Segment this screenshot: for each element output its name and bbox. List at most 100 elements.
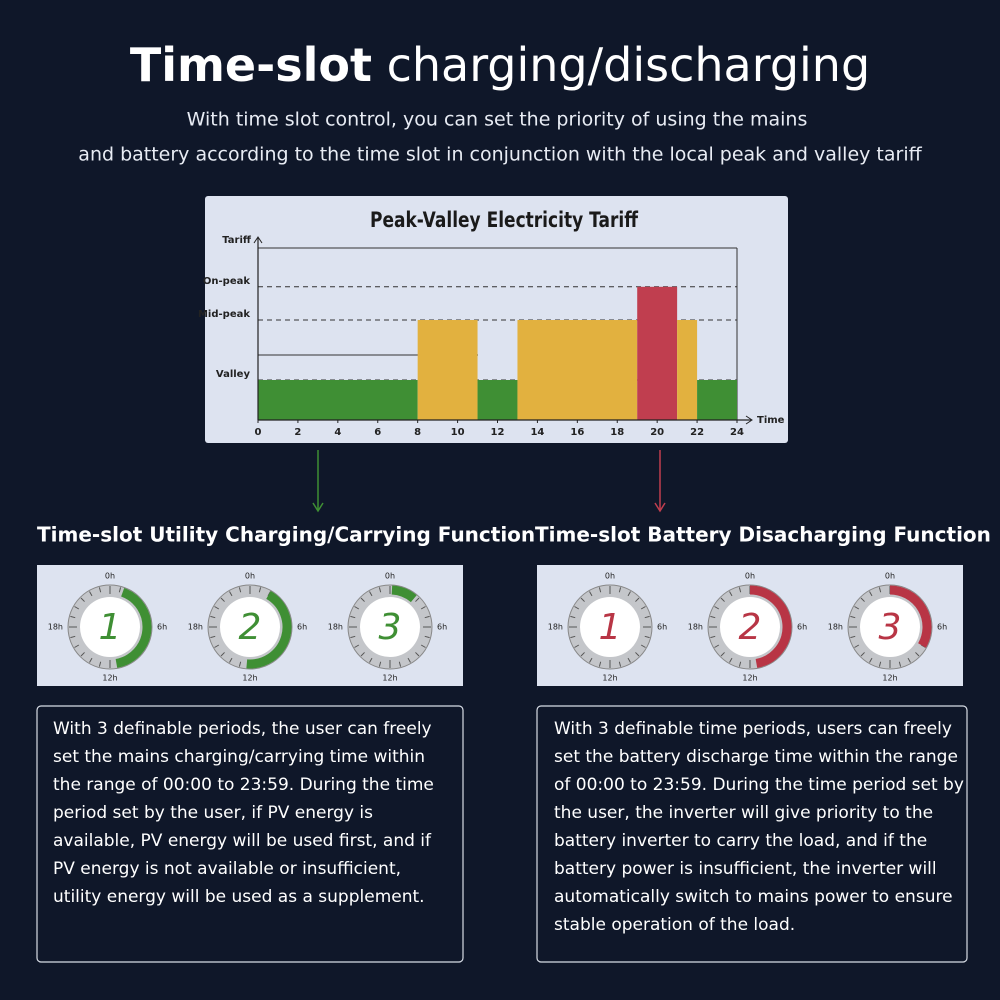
dial-tick [70, 615, 76, 619]
dial-label: 12h [602, 674, 617, 683]
dial-face [220, 597, 280, 657]
dial-tick [635, 597, 640, 602]
body-line: of 00:00 to 23:59. During the time perio… [554, 775, 964, 795]
dial-tick [720, 597, 725, 602]
dial-tick [350, 635, 356, 639]
dial-tick [618, 661, 622, 667]
dial-tick [369, 657, 373, 663]
dial-tick [424, 635, 430, 639]
x-tick-label: 6 [374, 427, 381, 438]
dial-tick [644, 615, 650, 619]
body-line: With 3 definable time periods, users can… [554, 719, 952, 739]
dial-tick [878, 587, 882, 593]
x-tick-label: 2 [294, 427, 301, 438]
dial-tick [415, 652, 420, 657]
dial-label: 18h [188, 623, 203, 632]
dial-tick [854, 606, 860, 610]
dial-label: 12h [102, 674, 117, 683]
dial-number: 2 [739, 607, 762, 648]
dial-tick [644, 635, 650, 639]
body-line: the user, the inverter will give priorit… [554, 803, 933, 823]
dial-label: 18h [548, 623, 563, 632]
dial-tick [378, 587, 382, 593]
dial-label: 12h [242, 674, 257, 683]
dial-tick [574, 644, 580, 648]
dial-number: 2 [239, 607, 262, 648]
dial-face [580, 597, 640, 657]
dial-face [720, 597, 780, 657]
body-line: battery inverter to carry the load, and … [554, 831, 927, 851]
x-tick-label: 18 [610, 427, 624, 438]
dial-tick [640, 606, 646, 610]
dial-tick [618, 587, 622, 593]
dial-tick [360, 597, 365, 602]
x-axis-label: Time [757, 415, 785, 426]
body-line: set the mains charging/carrying time wit… [53, 747, 425, 767]
dial-label: 6h [797, 623, 807, 632]
dial-label: 0h [605, 572, 615, 581]
dial-tick [627, 657, 631, 663]
body-line: PV energy is not available or insufficie… [53, 859, 401, 879]
x-tick-label: 12 [491, 427, 505, 438]
section-heading: Time-slot Battery Disacharging Function [535, 523, 991, 547]
dial-arc [391, 585, 417, 603]
arrow-head [312, 502, 324, 513]
dial-tick [640, 644, 646, 648]
dial-tick [570, 635, 576, 639]
y-tick-label: Valley [216, 369, 251, 380]
dial-tick [74, 606, 80, 610]
dial-tick [580, 652, 585, 657]
y-axis-arrow [253, 236, 263, 244]
dial-label: 12h [382, 674, 397, 683]
dial-face [860, 597, 920, 657]
dial-tick [80, 652, 85, 657]
bar [637, 286, 678, 420]
dial-label: 12h [882, 674, 897, 683]
dial-tick [238, 587, 242, 593]
dial-tick [74, 644, 80, 648]
dial-arc [246, 591, 292, 669]
dial-tick [350, 615, 356, 619]
dial-arc [749, 585, 792, 668]
x-tick-label: 4 [334, 427, 341, 438]
dial-tick [635, 652, 640, 657]
x-tick-label: 24 [730, 427, 744, 438]
dial-label: 0h [745, 572, 755, 581]
x-tick-label: 22 [690, 427, 704, 438]
body-line: With 3 definable periods, the user can f… [53, 719, 432, 739]
dial-tick [98, 661, 102, 667]
dial-tick [214, 606, 220, 610]
bar [258, 380, 418, 420]
dial-tick [89, 591, 93, 597]
dial-number: 3 [379, 607, 402, 648]
bar [677, 320, 698, 420]
dial-tick [574, 606, 580, 610]
text-box [36, 705, 464, 963]
dial-tick [714, 644, 720, 648]
dial-tick [710, 635, 716, 639]
dial-tick [598, 587, 602, 593]
dial-tick [424, 615, 430, 619]
dial-tick [580, 597, 585, 602]
dial-tick [258, 587, 262, 593]
body-line: automatically switch to mains power to e… [554, 887, 953, 907]
dial-label: 12h [742, 674, 757, 683]
x-tick-label: 0 [255, 427, 262, 438]
dial-tick [238, 661, 242, 667]
y-tick-label: Mid-peak [198, 309, 250, 320]
dial-label: 6h [157, 623, 167, 632]
body-line: available, PV energy will be used first,… [53, 831, 432, 851]
dial-tick [589, 591, 593, 597]
dial-tick [860, 597, 865, 602]
dial-tick [214, 644, 220, 648]
bar [697, 380, 737, 420]
dial-label: 18h [48, 623, 63, 632]
dial-tick [80, 597, 85, 602]
title-rest: charging/discharging [387, 38, 871, 92]
dial-tick [354, 606, 360, 610]
dial-face [360, 597, 420, 657]
body-line: period set by the user, if PV energy is [53, 803, 373, 823]
dial-label: 18h [688, 623, 703, 632]
dial-tick [570, 615, 576, 619]
